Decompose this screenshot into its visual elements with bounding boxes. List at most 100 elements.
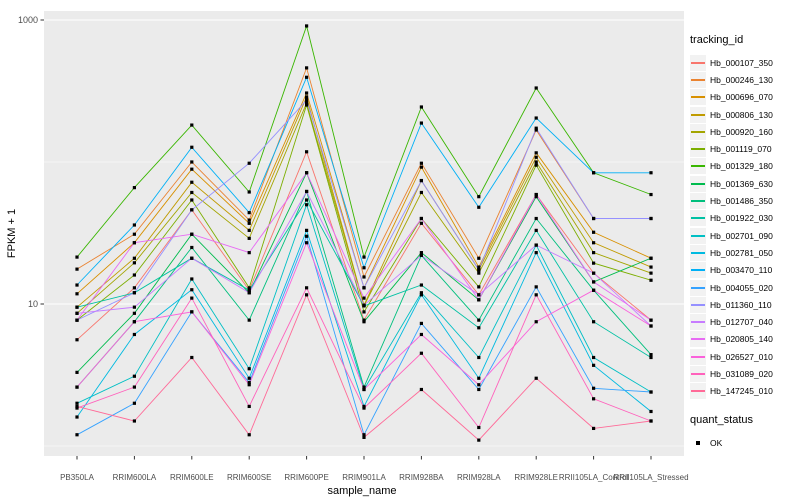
legend-key-line	[691, 286, 705, 289]
data-point	[534, 195, 538, 199]
legend-entry: Hb_000246_130	[690, 71, 800, 88]
data-point	[132, 385, 136, 389]
legend-entry: Hb_001119_070	[690, 140, 800, 158]
data-point	[592, 241, 596, 245]
data-point	[190, 277, 194, 281]
data-point	[649, 353, 653, 357]
legend-key-line	[691, 217, 705, 220]
x-tick-label: RRIM600LA	[113, 473, 157, 482]
data-point	[649, 271, 653, 275]
legend-entry-label: Hb_000806_130	[710, 109, 773, 120]
data-point	[477, 318, 481, 322]
data-point	[419, 253, 423, 257]
data-point	[305, 228, 309, 232]
legend-entry-label: Hb_002781_050	[710, 247, 773, 258]
x-tick-label: RRIM600LE	[170, 473, 214, 482]
data-point	[477, 265, 481, 269]
data-point	[75, 401, 79, 405]
data-point	[305, 171, 309, 175]
data-point	[534, 376, 538, 380]
x-tick-label: RRIM928LE	[514, 473, 558, 482]
data-point	[362, 266, 366, 270]
legend-key-swatch	[690, 106, 706, 123]
data-point	[592, 230, 596, 234]
data-point	[247, 161, 251, 165]
legend-key-line	[691, 130, 705, 133]
data-point	[132, 223, 136, 227]
legend-key-line	[691, 200, 705, 203]
legend-key-line	[691, 303, 705, 306]
x-tick-label: RRIM928LA	[457, 473, 501, 482]
data-point	[649, 265, 653, 269]
data-point	[132, 186, 136, 190]
data-point	[534, 128, 538, 132]
data-point	[75, 318, 79, 322]
data-point	[305, 66, 309, 70]
x-tick-label: RRIM600PE	[284, 473, 328, 482]
data-point	[477, 298, 481, 302]
data-point	[75, 406, 79, 410]
data-point	[592, 386, 596, 390]
data-point	[75, 305, 79, 309]
legend-key-swatch	[690, 262, 706, 279]
data-point	[534, 86, 538, 90]
data-point	[592, 171, 596, 175]
data-point	[190, 167, 194, 171]
data-point	[247, 211, 251, 215]
plot-panel	[44, 11, 684, 456]
data-point	[132, 401, 136, 405]
data-point	[305, 150, 309, 154]
data-point	[247, 286, 251, 290]
data-point	[362, 387, 366, 392]
data-point	[534, 243, 538, 247]
data-point	[132, 286, 136, 290]
legend-key-line	[691, 321, 705, 324]
data-point	[190, 288, 194, 292]
data-point	[592, 363, 596, 367]
data-point	[75, 255, 79, 259]
data-point	[305, 189, 309, 194]
legend-key-line	[691, 61, 705, 64]
data-point	[75, 415, 79, 419]
legend: tracking_id Hb_000107_350 Hb_000246_130 Hb…	[690, 34, 800, 451]
data-point	[190, 208, 194, 212]
data-point	[247, 380, 251, 385]
legend-entry: Hb_004055_020	[690, 279, 800, 296]
data-point	[190, 256, 194, 260]
legend-title-tracking-id: tracking_id	[690, 34, 744, 46]
data-point	[362, 320, 366, 324]
data-point	[362, 310, 366, 314]
legend-entry-label: Hb_031089_020	[710, 368, 773, 379]
data-point	[132, 320, 136, 324]
legend-entry: Hb_001329_180	[690, 158, 800, 175]
data-point	[247, 433, 251, 437]
data-point	[362, 286, 366, 290]
legend-key-swatch	[690, 279, 706, 296]
data-point	[362, 318, 366, 322]
legend-entry: Hb_001922_030	[690, 210, 800, 227]
data-point	[305, 98, 309, 102]
legend-key-swatch	[690, 193, 706, 210]
legend-key-line	[691, 148, 705, 151]
data-point	[362, 255, 366, 259]
data-point	[419, 283, 423, 287]
data-point	[477, 285, 481, 289]
data-point	[362, 406, 366, 410]
data-point	[534, 192, 538, 197]
legend-entry-label: Hb_020805_140	[710, 334, 773, 345]
data-point	[649, 278, 653, 282]
legend-entry-label: Hb_026527_010	[710, 351, 773, 362]
legend-key-line	[691, 355, 705, 358]
y-tick-label: 10	[28, 299, 38, 309]
data-point	[477, 376, 481, 380]
data-point	[247, 318, 251, 322]
data-point	[190, 245, 194, 250]
legend-key-swatch	[690, 244, 706, 261]
data-point	[419, 161, 423, 165]
data-point	[534, 320, 538, 324]
data-point	[362, 433, 366, 437]
legend-entry-label: Hb_000696_070	[710, 92, 773, 103]
data-point	[534, 155, 538, 159]
